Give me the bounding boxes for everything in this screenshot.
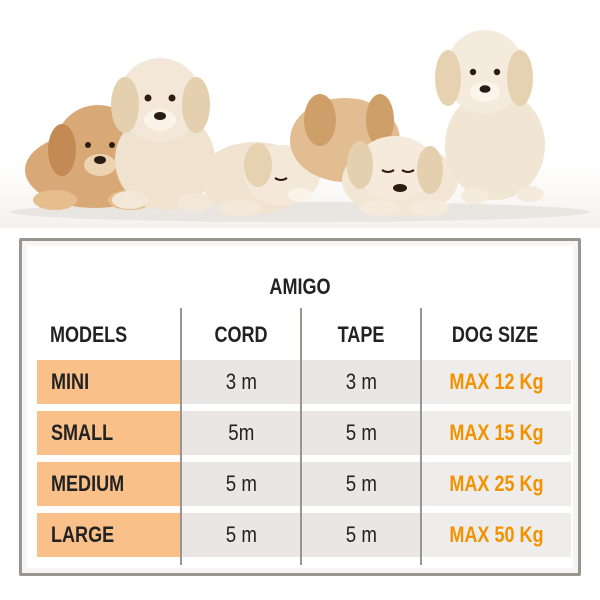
column-divider	[300, 308, 302, 565]
size-table-card: AMIGO MODELS CORD TAPE DOG SIZE MINI 3 m…	[19, 238, 581, 576]
tape-length: 5 m	[302, 462, 420, 506]
dog-size-max: MAX 15 Kg	[422, 411, 571, 455]
header-cord: CORD	[214, 322, 268, 347]
header-models: MODELS	[50, 322, 128, 347]
tape-length: 3 m	[302, 360, 420, 404]
model-name: MINI	[37, 360, 180, 404]
dog-size-max: MAX 25 Kg	[422, 462, 571, 506]
header-dog-size: DOG SIZE	[451, 322, 539, 347]
model-name: LARGE	[37, 513, 180, 557]
cord-length: 5 m	[182, 513, 300, 557]
table-row: MEDIUM 5 m 5 m MAX 25 Kg	[37, 462, 571, 506]
tape-length: 5 m	[302, 411, 420, 455]
dog-size-max: MAX 12 Kg	[422, 360, 571, 404]
column-divider	[180, 308, 182, 565]
puppies-photo	[0, 0, 600, 228]
dog-size-max: MAX 50 Kg	[422, 513, 571, 557]
tape-length: 5 m	[302, 513, 420, 557]
header-tape: TAPE	[337, 322, 385, 347]
puppy-cream-right	[435, 30, 545, 204]
model-name: SMALL	[37, 411, 180, 455]
table-title: AMIGO	[269, 274, 331, 299]
cord-length: 5m	[182, 411, 300, 455]
puppy-cream-front	[342, 136, 458, 216]
size-table: AMIGO MODELS CORD TAPE DOG SIZE MINI 3 m…	[27, 246, 573, 568]
column-divider	[420, 308, 422, 565]
cord-length: 3 m	[182, 360, 300, 404]
table-row: MINI 3 m 3 m MAX 12 Kg	[37, 360, 571, 404]
cord-length: 5 m	[182, 462, 300, 506]
puppy-cream-sitting	[111, 58, 215, 211]
table-row: SMALL 5m 5 m MAX 15 Kg	[37, 411, 571, 455]
puppies-illustration	[10, 30, 590, 222]
table-row: LARGE 5 m 5 m MAX 50 Kg	[37, 513, 571, 557]
model-name: MEDIUM	[37, 462, 180, 506]
